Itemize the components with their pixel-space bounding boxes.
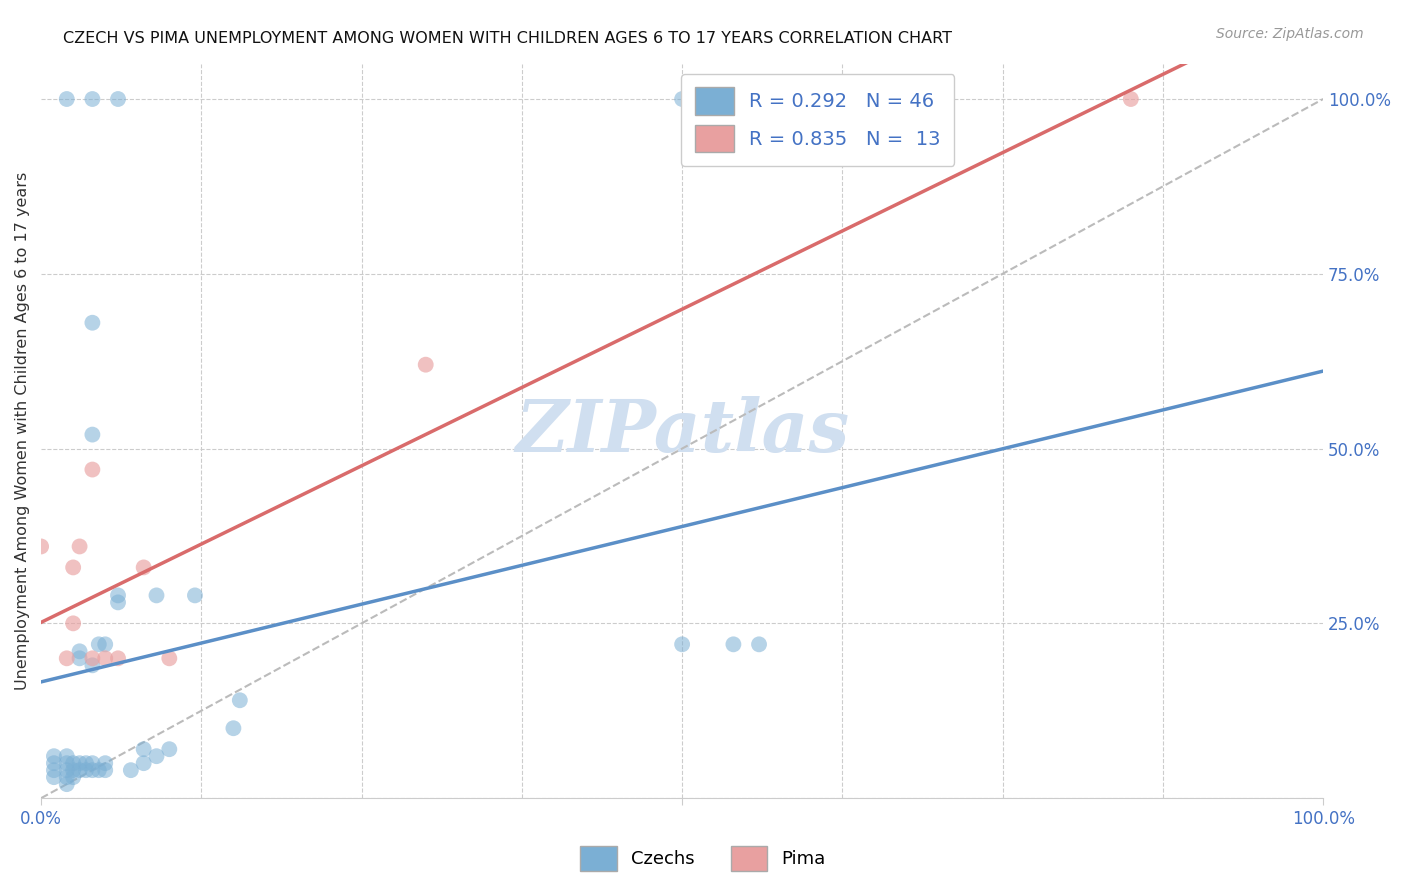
Legend: Czechs, Pima: Czechs, Pima — [574, 838, 832, 879]
Text: Source: ZipAtlas.com: Source: ZipAtlas.com — [1216, 27, 1364, 41]
Point — [55, 651, 77, 665]
Point — [82, 651, 104, 665]
Point — [229, 693, 252, 707]
Point — [82, 658, 104, 673]
Point — [69, 540, 91, 554]
Point — [55, 749, 77, 764]
Point — [42, 770, 65, 784]
Point — [145, 588, 167, 602]
Point — [55, 770, 77, 784]
Point — [132, 560, 155, 574]
Point — [82, 763, 104, 777]
Point — [42, 756, 65, 771]
Point — [55, 756, 77, 771]
Point — [671, 92, 693, 106]
Point — [82, 427, 104, 442]
Point — [62, 756, 84, 771]
Point — [120, 763, 142, 777]
Point — [145, 749, 167, 764]
Point — [75, 756, 97, 771]
Point — [82, 462, 104, 476]
Point — [157, 651, 180, 665]
Point — [132, 742, 155, 756]
Point — [62, 770, 84, 784]
Point — [82, 92, 104, 106]
Point — [132, 756, 155, 771]
Point — [748, 637, 770, 651]
Point — [107, 595, 129, 609]
Point — [157, 742, 180, 756]
Point — [69, 756, 91, 771]
Point — [107, 588, 129, 602]
Y-axis label: Unemployment Among Women with Children Ages 6 to 17 years: Unemployment Among Women with Children A… — [15, 172, 30, 690]
Point — [222, 721, 245, 735]
Text: ZIPatlas: ZIPatlas — [515, 395, 849, 467]
Point — [82, 316, 104, 330]
Point — [1119, 92, 1142, 106]
Point — [42, 763, 65, 777]
Point — [69, 644, 91, 658]
Point — [55, 92, 77, 106]
Point — [671, 637, 693, 651]
Point — [42, 749, 65, 764]
Point — [87, 763, 110, 777]
Point — [55, 777, 77, 791]
Point — [723, 637, 745, 651]
Point — [62, 560, 84, 574]
Point — [94, 637, 117, 651]
Point — [415, 358, 437, 372]
Point — [69, 651, 91, 665]
Point — [75, 763, 97, 777]
Point — [62, 616, 84, 631]
Point — [184, 588, 207, 602]
Point — [107, 651, 129, 665]
Point — [30, 540, 52, 554]
Point — [107, 92, 129, 106]
Text: CZECH VS PIMA UNEMPLOYMENT AMONG WOMEN WITH CHILDREN AGES 6 TO 17 YEARS CORRELAT: CZECH VS PIMA UNEMPLOYMENT AMONG WOMEN W… — [63, 31, 952, 46]
Point — [94, 763, 117, 777]
Point — [62, 763, 84, 777]
Point — [94, 756, 117, 771]
Point — [94, 651, 117, 665]
Point — [69, 763, 91, 777]
Point — [82, 756, 104, 771]
Legend: R = 0.292   N = 46, R = 0.835   N =  13: R = 0.292 N = 46, R = 0.835 N = 13 — [682, 74, 955, 166]
Point — [55, 763, 77, 777]
Point — [87, 637, 110, 651]
